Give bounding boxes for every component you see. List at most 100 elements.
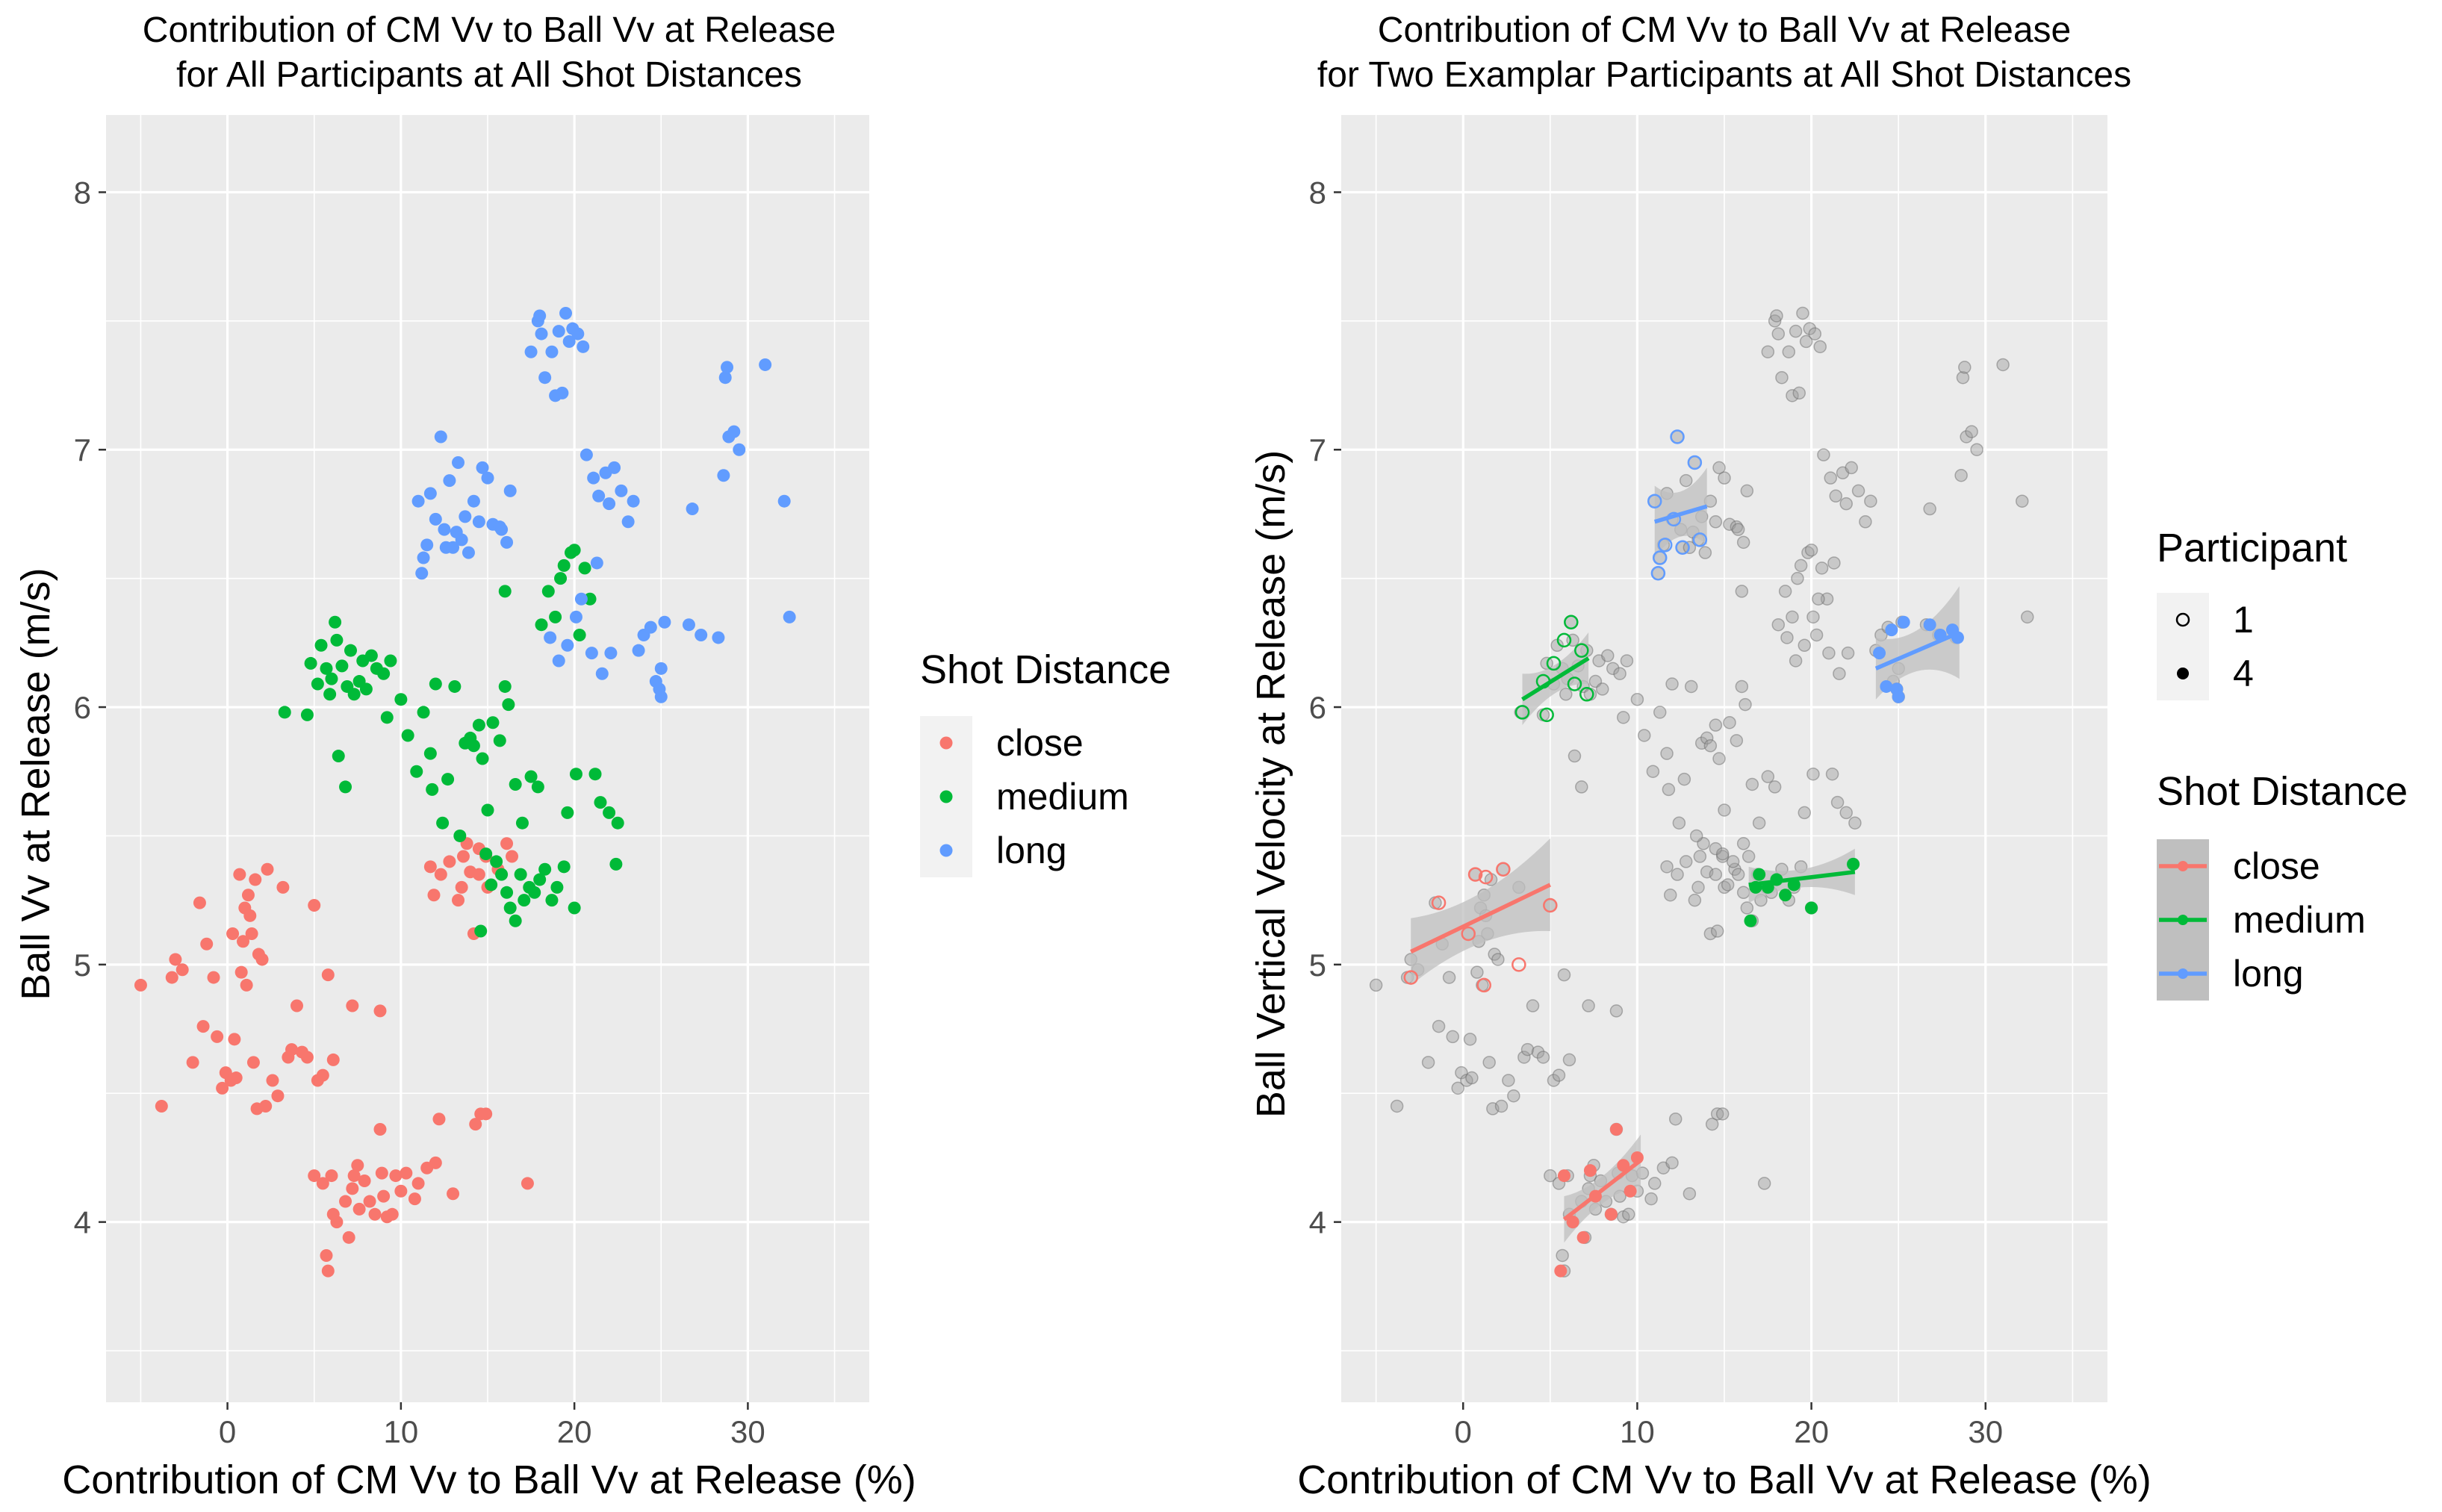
background-point — [1507, 1089, 1520, 1103]
background-point — [1864, 494, 1877, 508]
background-point — [1721, 878, 1735, 892]
data-point-close — [342, 1231, 355, 1244]
background-point — [1710, 924, 1724, 938]
data-point-medium — [344, 644, 358, 657]
data-point-long — [561, 638, 574, 652]
data-point-medium-p1 — [1514, 705, 1530, 720]
background-point — [1613, 667, 1627, 680]
data-point-medium — [609, 857, 623, 871]
data-point-close — [375, 1166, 388, 1180]
data-point-medium — [394, 693, 408, 706]
data-point-long — [712, 631, 725, 644]
data-point-medium — [347, 688, 361, 701]
background-point — [1531, 1045, 1545, 1059]
data-point-long — [654, 662, 668, 675]
data-point-close — [400, 1166, 413, 1180]
data-point-medium — [472, 718, 485, 732]
background-point — [1470, 965, 1484, 979]
data-point-close — [236, 935, 249, 948]
data-point-close — [266, 1074, 279, 1087]
data-point-close — [363, 1195, 376, 1208]
background-point — [1830, 795, 1845, 809]
regression-line — [1748, 869, 1856, 887]
data-point-long-p4 — [1873, 647, 1886, 660]
background-point — [1792, 386, 1806, 400]
background-point — [1663, 888, 1677, 902]
data-point-long-p1 — [1687, 455, 1703, 470]
data-point-long-p1 — [1647, 494, 1662, 508]
data-point-medium — [535, 618, 548, 632]
data-point-close — [472, 868, 485, 881]
data-point-close-p1 — [1478, 869, 1494, 885]
data-point-close-p4 — [1609, 1123, 1623, 1136]
data-point-medium — [380, 711, 394, 724]
data-point-long — [627, 494, 640, 508]
background-point — [1709, 515, 1723, 529]
background-point — [1677, 772, 1691, 786]
data-point-close — [226, 927, 240, 940]
data-point-medium — [323, 688, 337, 701]
background-point — [1731, 868, 1745, 881]
data-point-long — [717, 469, 730, 482]
data-point-close — [308, 899, 321, 912]
y-tick-label: 7 — [1309, 432, 1326, 467]
data-point-long — [495, 523, 509, 536]
data-point-close-p4 — [1566, 1216, 1579, 1229]
background-point — [1735, 585, 1749, 598]
data-point-close-p4 — [1576, 1231, 1590, 1244]
data-point-medium — [603, 806, 616, 819]
data-point-long — [538, 371, 552, 385]
data-point-medium-p1 — [1564, 615, 1579, 630]
fit-medium-participant-1 — [1514, 615, 1594, 726]
x-tick-label: 0 — [219, 1414, 236, 1449]
background-point — [1718, 471, 1731, 485]
data-point-medium — [533, 873, 547, 886]
background-point — [1731, 523, 1745, 536]
background-point — [1771, 327, 1786, 340]
background-point — [1688, 893, 1702, 907]
data-point-medium — [467, 739, 480, 753]
data-point-close — [321, 1264, 335, 1278]
background-point — [1965, 425, 1978, 438]
background-point — [1582, 999, 1595, 1012]
left-panel: Contribution of CM Vv to Ball Vv at Rele… — [13, 10, 916, 1502]
data-point-long — [654, 690, 668, 703]
data-point-medium — [509, 914, 522, 927]
data-point-medium — [485, 878, 498, 892]
data-point-medium-p1 — [1567, 676, 1582, 691]
data-point-medium — [541, 585, 555, 598]
data-point-medium — [498, 585, 512, 598]
background-point — [1620, 654, 1634, 668]
data-point-close — [255, 953, 269, 966]
background-point — [1662, 783, 1676, 797]
data-point-long — [632, 644, 645, 657]
data-point-close — [175, 963, 189, 977]
background-point — [1668, 1112, 1683, 1126]
background-point — [1491, 953, 1505, 966]
background-point — [1970, 443, 1983, 456]
data-point-close — [186, 1056, 199, 1069]
background-point — [1709, 868, 1723, 881]
y-tick-label: 5 — [1309, 948, 1326, 983]
background-point — [1442, 971, 1456, 984]
fit-long-participant-1 — [1647, 429, 1708, 581]
fit-close-participant-4 — [1554, 1123, 1644, 1278]
data-point-medium — [502, 698, 515, 712]
background-point — [1799, 335, 1813, 349]
series-close — [134, 837, 534, 1278]
data-point-close — [211, 1030, 224, 1043]
background-point — [1742, 850, 1756, 863]
background-point — [1796, 306, 1809, 320]
data-point-close — [373, 1123, 387, 1136]
background-point — [1660, 860, 1674, 874]
background-point — [1956, 370, 1970, 385]
data-point-long — [590, 556, 603, 570]
data-point-close — [207, 971, 220, 984]
data-point-medium — [554, 572, 568, 585]
background-point — [1771, 617, 1786, 632]
data-point-medium — [528, 886, 541, 899]
data-point-medium-p1 — [1546, 656, 1562, 671]
data-point-long — [592, 489, 606, 503]
data-point-long — [695, 628, 708, 641]
data-point-close — [500, 837, 514, 850]
